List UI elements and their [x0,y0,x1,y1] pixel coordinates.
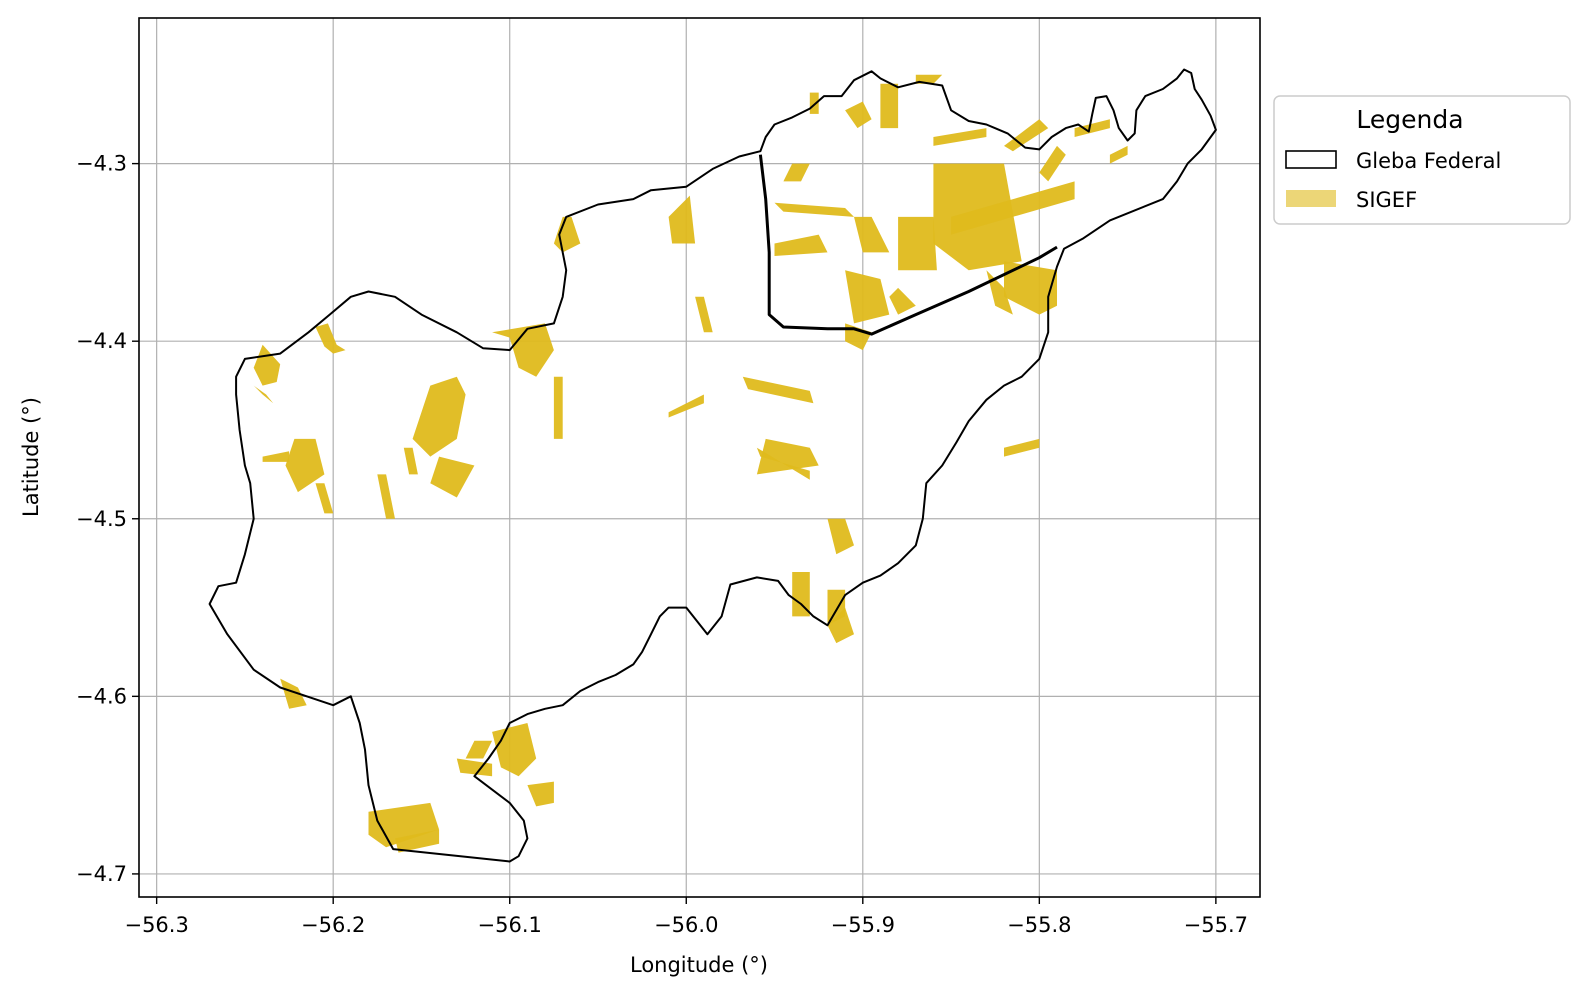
x-tick-label: −55.9 [831,913,895,937]
y-axis-label: Latitude (°) [19,397,43,517]
y-tick-label: −4.5 [76,507,127,531]
sigef-parcel [554,377,563,439]
x-tick-label: −56.2 [301,913,365,937]
legend-label-gleba-federal: Gleba Federal [1356,149,1501,173]
sigef-parcel [898,217,937,270]
x-tick-label: −55.8 [1007,913,1071,937]
x-axis-label: Longitude (°) [630,953,768,977]
legend: Legenda Gleba Federal SIGEF [1274,96,1570,224]
x-tick-label: −55.7 [1184,913,1248,937]
legend-label-sigef: SIGEF [1356,188,1417,212]
y-tick-label: −4.3 [76,152,127,176]
legend-swatch-sigef [1286,190,1336,207]
x-tick-label: −56.3 [124,913,188,937]
y-tick-label: −4.6 [76,684,127,708]
x-tick-label: −56.1 [478,913,542,937]
sigef-parcel [880,84,898,128]
x-tick-label: −56.0 [654,913,718,937]
y-tick-label: −4.7 [76,862,127,886]
legend-title: Legenda [1356,105,1463,134]
y-tick-label: −4.4 [76,329,127,353]
